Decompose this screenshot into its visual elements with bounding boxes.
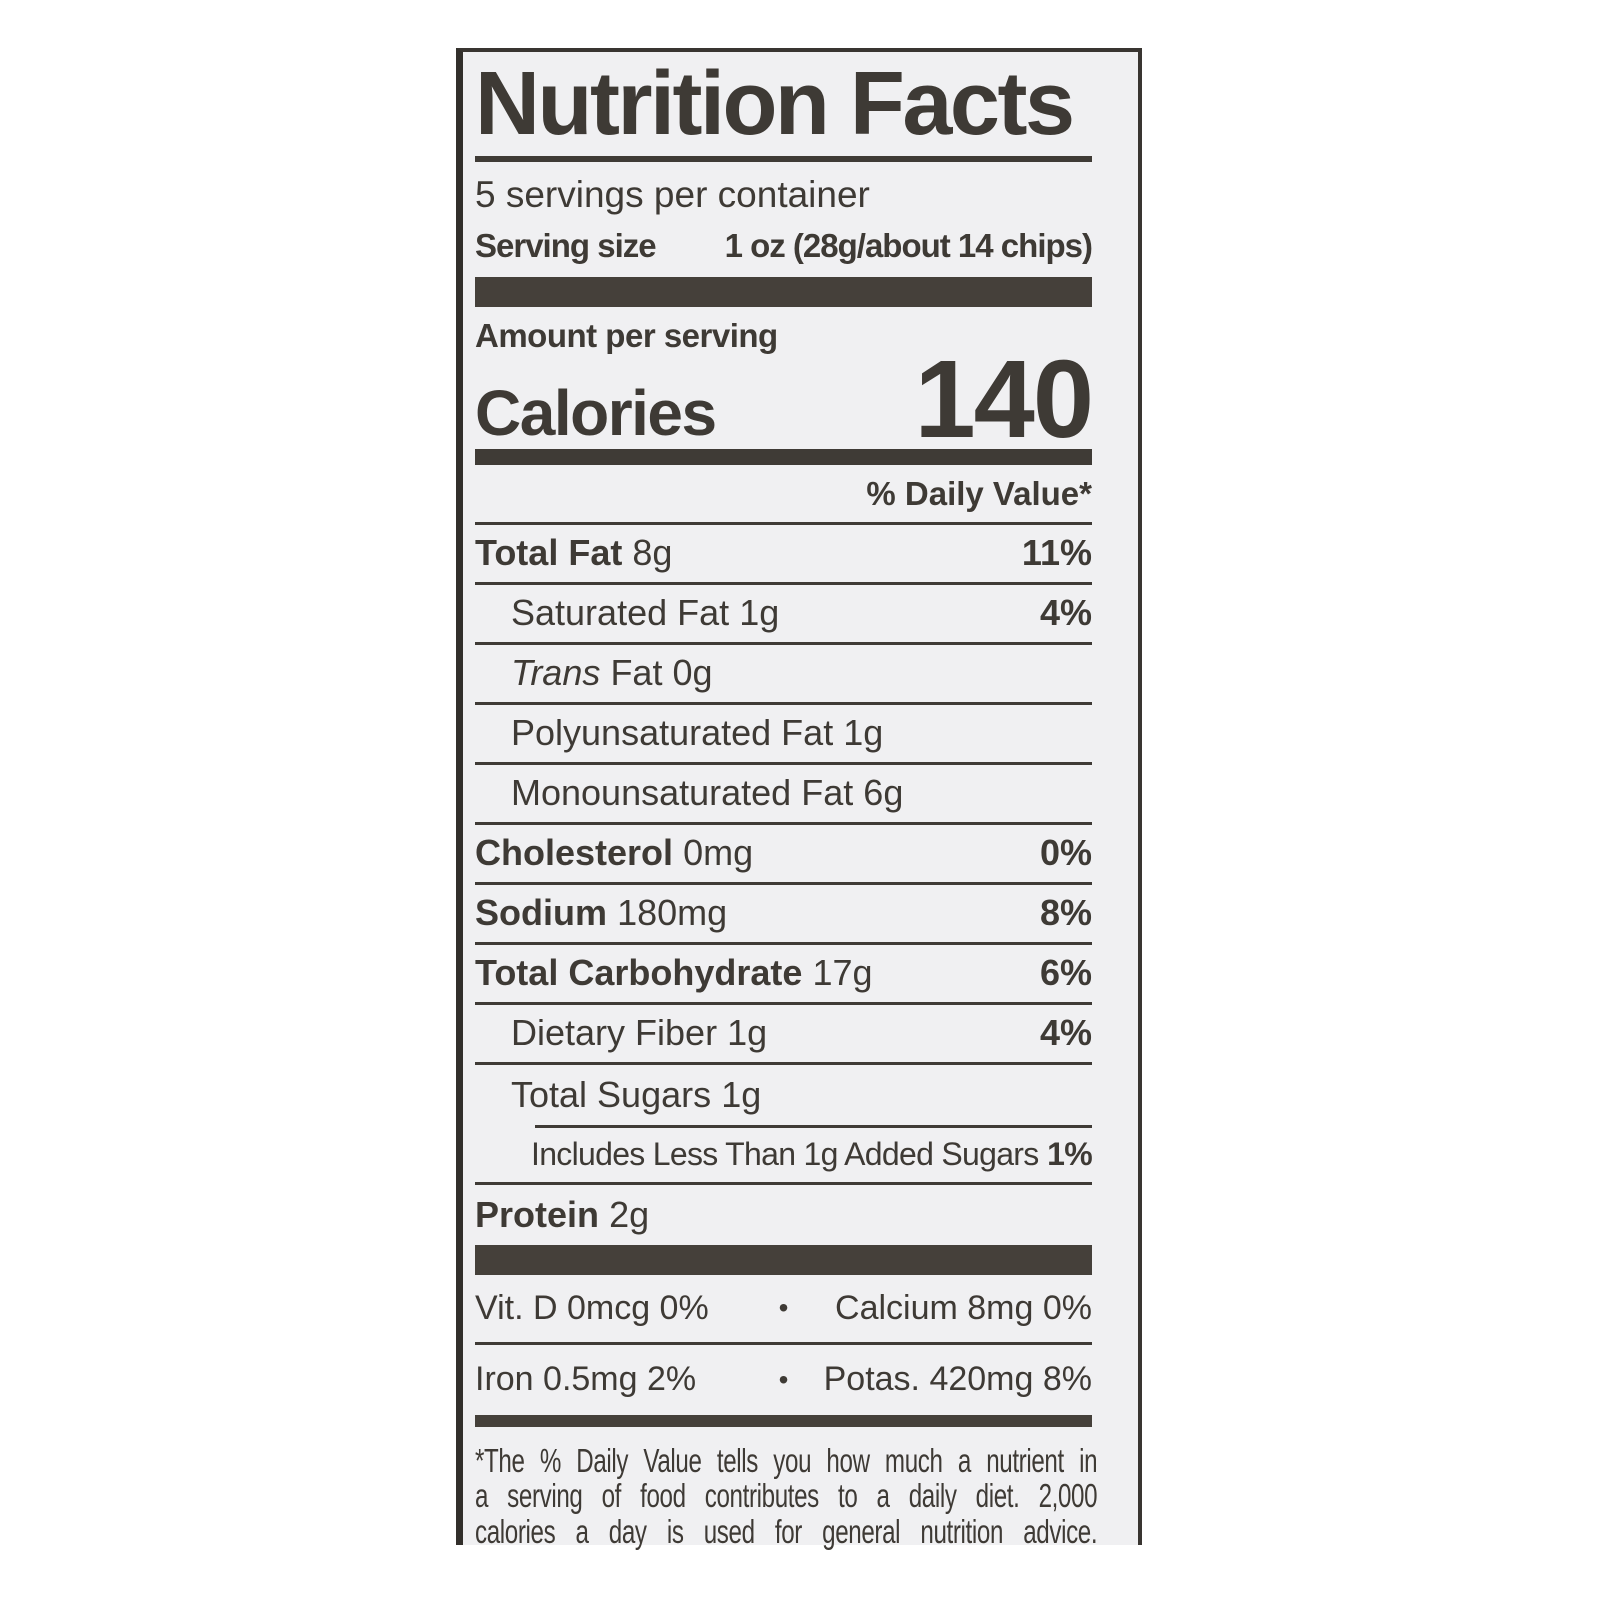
footnote-line: *The % Daily Value tells you how much a … xyxy=(475,1441,1098,1479)
nutrient-name: Includes Less Than 1g Added Sugars xyxy=(531,1136,1039,1173)
nutrient-dv: 0% xyxy=(1039,832,1092,874)
nutrient-amount: 1g xyxy=(739,592,780,634)
bullet-icon: • xyxy=(778,1292,789,1324)
section-bar xyxy=(475,276,1092,307)
calories-row: Calories 140 xyxy=(475,337,1094,461)
nutrient-dv: 6% xyxy=(1039,952,1092,994)
micronutrient-right: Calcium 8mg 0% xyxy=(835,1288,1092,1327)
nutrient-name: Sodium xyxy=(475,892,607,934)
nutrient-name: Cholesterol xyxy=(475,832,674,874)
nutrient-row-added-sugars: Includes Less Than 1g Added Sugars 1% xyxy=(475,1128,1093,1185)
nutrient-amount: 0g xyxy=(672,652,713,694)
nutrient-row-monounsaturated-fat: Monounsaturated Fat 6g xyxy=(475,765,1092,825)
nutrient-row-trans-fat: Trans Fat 0g xyxy=(475,645,1092,705)
footnote-line: calories a day is used for general nutri… xyxy=(475,1512,1098,1550)
nutrient-name: Total Sugars xyxy=(511,1073,712,1115)
micronutrient-row: Vit. D 0mcg 0% • Calcium 8mg 0% xyxy=(475,1275,1092,1345)
nutrient-row-total-sugars: Total Sugars 1g xyxy=(475,1065,1092,1125)
footnote-line: a serving of food contributes to a daily… xyxy=(475,1477,1098,1515)
section-bar xyxy=(475,1244,1092,1275)
nutrient-row-sodium: Sodium 180mg 8% xyxy=(475,885,1092,945)
indented-divider xyxy=(535,1124,1092,1128)
nutrient-amount: 1g xyxy=(727,1012,768,1054)
nutrient-amount: 180mg xyxy=(617,892,728,934)
nutrient-amount: 6g xyxy=(863,772,904,814)
nutrient-amount: 0mg xyxy=(683,832,754,874)
nutrient-name: Dietary Fiber xyxy=(511,1012,718,1054)
nutrient-name: Monounsaturated Fat xyxy=(511,772,854,814)
nutrient-row-dietary-fiber: Dietary Fiber 1g 4% xyxy=(475,1005,1092,1065)
nutrition-facts-label: Nutrition Facts 5 servings per container… xyxy=(456,48,1142,1549)
daily-value-header: % Daily Value* xyxy=(475,465,1092,525)
nutrient-dv: 1% xyxy=(1047,1136,1093,1173)
nutrient-name: Fat xyxy=(610,652,663,694)
section-bar xyxy=(475,1414,1092,1427)
nutrient-dv: 4% xyxy=(1039,592,1092,634)
nutrient-name: Protein xyxy=(475,1193,600,1235)
calories-divider xyxy=(475,448,1092,465)
nutrient-name: Saturated Fat xyxy=(511,592,730,634)
serving-size-row: Serving size 1 oz (28g/about 14 chips) xyxy=(475,226,1093,265)
serving-size-value: 1 oz (28g/about 14 chips) xyxy=(724,226,1093,264)
nutrient-row-total-carbohydrate: Total Carbohydrate 17g 6% xyxy=(475,945,1092,1005)
nutrient-amount: 1g xyxy=(721,1073,762,1115)
micronutrient-right: Potas. 420mg 8% xyxy=(823,1360,1092,1399)
nutrient-row-total-fat: Total Fat 8g 11% xyxy=(475,525,1092,585)
title-divider xyxy=(475,156,1092,163)
nutrient-name: Total Carbohydrate xyxy=(475,952,803,994)
nutrient-dv: 11% xyxy=(1021,532,1092,574)
nutrient-name-italic: Trans xyxy=(511,652,601,694)
nutrient-amount: 8g xyxy=(632,532,673,574)
nutrient-dv: 8% xyxy=(1039,892,1092,934)
nutrient-row-polyunsaturated-fat: Polyunsaturated Fat 1g xyxy=(475,705,1092,765)
micronutrient-row: Iron 0.5mg 2% • Potas. 420mg 8% xyxy=(475,1345,1092,1415)
nutrient-row-saturated-fat: Saturated Fat 1g 4% xyxy=(475,585,1092,645)
nutrient-amount: 1g xyxy=(843,712,884,754)
micronutrient-left: Iron 0.5mg 2% xyxy=(475,1360,697,1399)
nutrient-name: Total Fat xyxy=(475,532,623,574)
nutrient-row-cholesterol: Cholesterol 0mg 0% xyxy=(475,825,1092,885)
serving-size-label: Serving size xyxy=(475,226,657,264)
nutrient-amount: 17g xyxy=(812,952,873,994)
amount-per-serving-label: Amount per serving xyxy=(475,316,778,354)
calories-value: 140 xyxy=(914,337,1094,461)
nutrient-amount: 2g xyxy=(609,1193,650,1235)
nutrient-name: Polyunsaturated Fat xyxy=(511,712,834,754)
bullet-icon: • xyxy=(778,1363,789,1395)
nutrient-dv: 4% xyxy=(1039,1012,1092,1054)
servings-per-container: 5 servings per container xyxy=(475,174,870,216)
calories-label: Calories xyxy=(475,376,717,449)
micronutrient-left: Vit. D 0mcg 0% xyxy=(475,1288,709,1327)
label-title: Nutrition Facts xyxy=(475,54,1075,154)
footnote: *The % Daily Value tells you how much a … xyxy=(475,1443,1098,1555)
nutrient-row-protein: Protein 2g xyxy=(475,1185,1092,1245)
